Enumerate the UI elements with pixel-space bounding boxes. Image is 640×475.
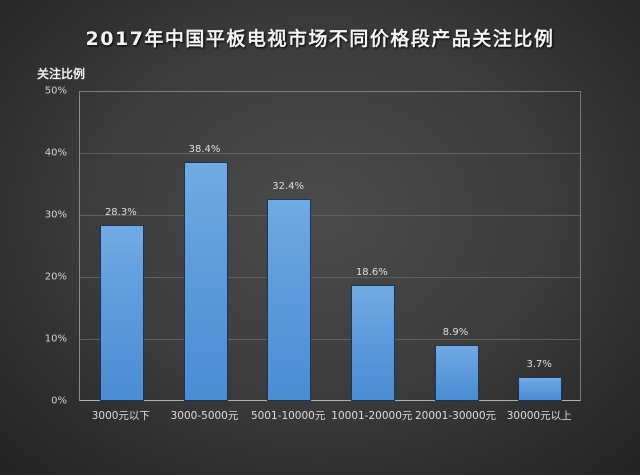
x-tick-label: 30000元以上 [506,410,572,422]
bar[interactable] [519,378,562,400]
bar[interactable] [351,285,394,400]
y-tick-label: 50% [44,85,67,97]
y-tick-label: 40% [44,147,67,159]
x-tick-label: 3000元以下 [91,410,150,422]
gridline [80,339,580,340]
bar-value-label: 8.9% [442,326,469,338]
y-tick-label: 0% [51,395,67,407]
x-tick-label: 10001-20000元 [331,410,413,422]
x-tick-label: 5001-10000元 [250,410,326,422]
plot-area [79,91,581,401]
gridline [80,215,580,216]
bar[interactable] [435,345,478,400]
bar-value-label: 38.4% [188,143,221,155]
bar[interactable] [184,162,227,400]
bar-value-label: 3.7% [526,359,552,371]
y-tick-label: 30% [44,209,67,221]
x-tick-label: 20001-30000元 [414,410,497,422]
x-tick-label: 3000-5000元 [170,410,239,422]
bar-value-label: 18.6% [355,266,388,278]
y-tick-label: 20% [44,271,67,283]
bar[interactable] [268,200,311,400]
chart-title: 2017年中国平板电视市场不同价格段产品关注比例 [85,28,555,50]
bar[interactable] [100,225,143,400]
bar-value-label: 32.4% [272,181,305,193]
y-axis-title: 关注比例 [37,67,86,81]
gridline [80,153,580,154]
gridline [80,277,580,278]
bar-value-label: 28.3% [104,206,137,218]
y-tick-label: 10% [44,333,67,345]
